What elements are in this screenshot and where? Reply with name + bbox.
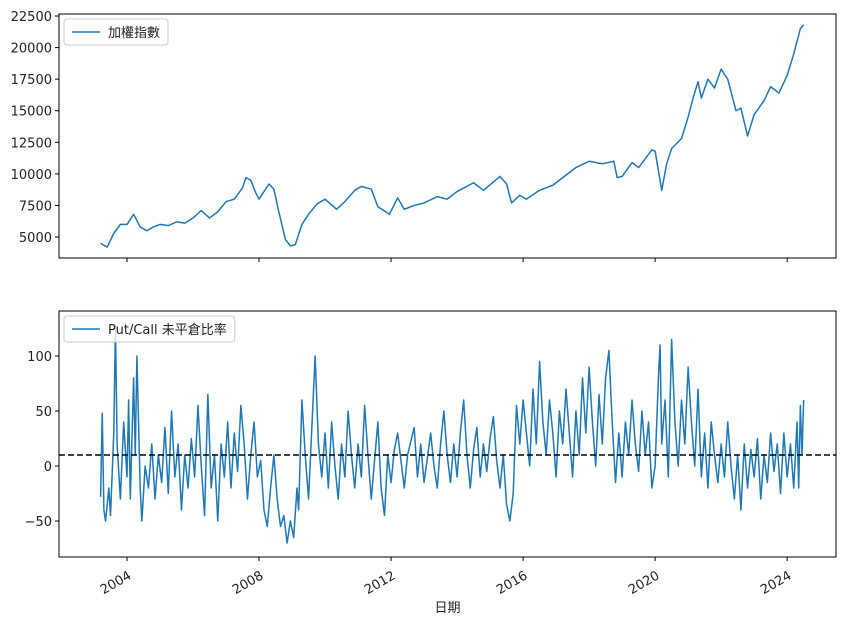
x-tick-label: 2016: [494, 568, 530, 598]
x-axis-label: 日期: [434, 601, 460, 616]
legend-label: 加權指數: [108, 26, 160, 41]
y-tick-label: −50: [25, 515, 52, 530]
y-tick-label: 17500: [11, 73, 52, 88]
x-tick-label: 2024: [758, 568, 794, 598]
y-tick-label: 22500: [11, 10, 52, 25]
y-tick-label: 10000: [11, 168, 52, 183]
legend: Put/Call 未平倉比率: [63, 315, 236, 343]
y-tick-label: 100: [27, 350, 52, 365]
legend-box: [63, 315, 236, 343]
x-tick-label: 2008: [230, 568, 266, 598]
data-line: [100, 24, 805, 248]
x-tick-label: 2012: [362, 568, 398, 598]
y-tick-label: 12500: [11, 136, 52, 151]
x-tick-label: 2020: [626, 568, 662, 598]
y-tick-label: 0: [44, 460, 52, 475]
plot-frame: [58, 13, 837, 259]
plot-frame: [58, 310, 837, 558]
x-tick-label: 2004: [98, 568, 134, 598]
legend-label: Put/Call 未平倉比率: [108, 322, 227, 338]
data-line: [99, 324, 805, 544]
legend: 加權指數: [63, 18, 169, 46]
y-tick-label: 15000: [11, 105, 52, 120]
y-tick-label: 5000: [19, 231, 52, 246]
y-tick-label: 7500: [19, 199, 52, 214]
y-tick-label: 20000: [11, 42, 52, 57]
y-tick-label: 50: [35, 405, 52, 420]
legend-box: [63, 18, 169, 46]
